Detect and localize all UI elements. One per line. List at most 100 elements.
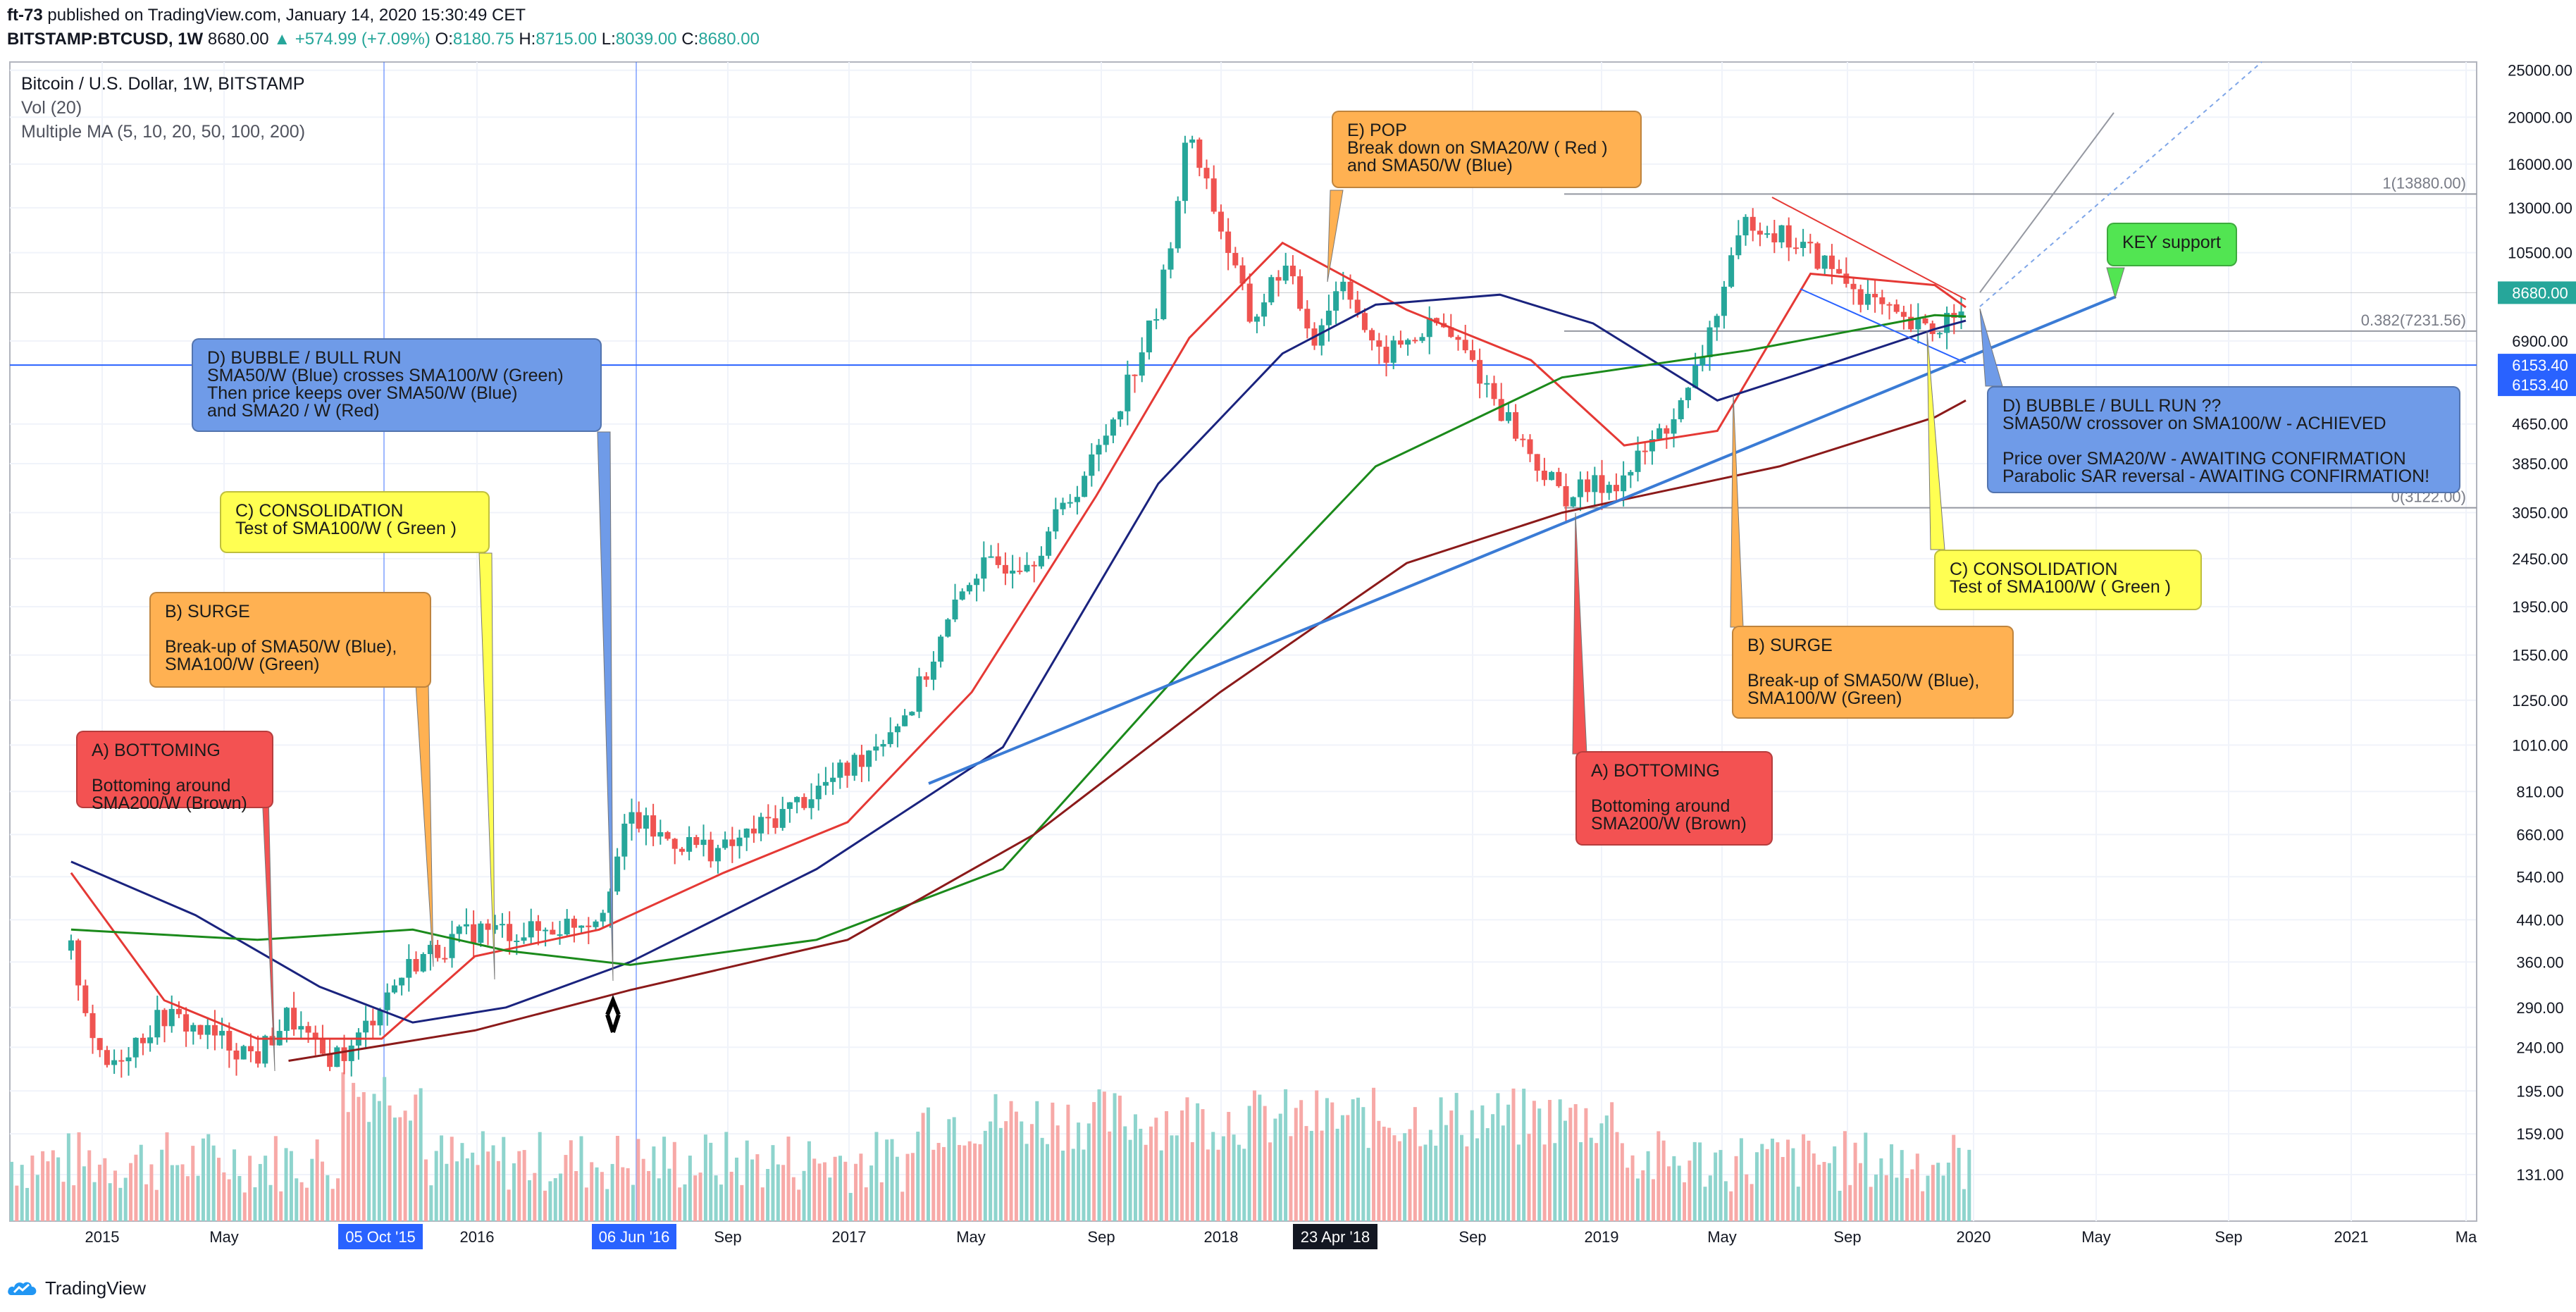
candle-body — [370, 1020, 376, 1026]
author-name[interactable]: ft-73 — [7, 6, 43, 25]
black-arrow-icon — [605, 994, 621, 1033]
x-tick-label: 2016 — [460, 1228, 495, 1246]
candle-body — [1728, 255, 1735, 287]
annotation-d1[interactable]: D) BUBBLE / BULL RUN SMA50/W (Blue) cros… — [192, 338, 602, 432]
volume-bar — [1812, 1153, 1816, 1221]
open-value: 8180.75 — [452, 30, 514, 49]
y-tick-label: 8680.00 — [2512, 284, 2568, 302]
volume-bar — [1729, 1191, 1733, 1221]
volume-bar — [103, 1158, 107, 1221]
volume-bar — [264, 1156, 268, 1221]
annotation-c2[interactable]: C) CONSOLIDATION Test of SMA100/W ( Gree… — [1934, 550, 2202, 610]
volume-bar — [1817, 1164, 1821, 1221]
volume-bar — [910, 1153, 915, 1221]
volume-bar — [1754, 1152, 1759, 1221]
candle-body — [1160, 269, 1167, 319]
volume-bar — [1579, 1141, 1583, 1221]
annotation-key[interactable]: KEY support — [2107, 223, 2237, 266]
candle-body — [406, 959, 412, 978]
candle-body — [1850, 283, 1857, 290]
volume-bar — [139, 1144, 143, 1221]
volume-bar — [1683, 1182, 1687, 1221]
y-tick-label: 159.00 — [2516, 1125, 2563, 1143]
candle-body — [1046, 531, 1052, 556]
volume-bar — [1496, 1093, 1500, 1221]
x-tick-label: May — [209, 1228, 239, 1246]
volume-bar — [1895, 1177, 1899, 1221]
volume-bar — [1201, 1109, 1205, 1221]
y-tick-label: 1250.00 — [2512, 692, 2568, 710]
volume-bar — [289, 1151, 293, 1221]
volume-bar — [108, 1183, 112, 1221]
volume-bar — [268, 1184, 273, 1221]
volume-bar — [1952, 1134, 1956, 1221]
candle-body — [887, 732, 893, 744]
candle-body — [305, 1026, 311, 1033]
candle-body — [1613, 485, 1619, 492]
annotation-d2[interactable]: D) BUBBLE / BULL RUN ?? SMA50/W crossove… — [1987, 386, 2460, 493]
volume-bar — [1900, 1150, 1904, 1221]
annotation-a1[interactable]: A) BOTTOMING Bottoming around SMA200/W (… — [76, 731, 273, 812]
volume-bar — [237, 1175, 242, 1221]
candle-body — [442, 958, 448, 960]
volume-bar — [952, 1117, 956, 1221]
publish-line: ft-73 published on TradingView.com, Janu… — [7, 6, 526, 25]
volume-bar — [615, 1135, 619, 1221]
x-tick-label: 2019 — [1585, 1228, 1619, 1246]
y-tick-label: 660.00 — [2516, 826, 2563, 843]
legend-title[interactable]: Bitcoin / U.S. Dollar, 1W, BITSTAMP — [21, 74, 305, 94]
annotation-c1[interactable]: C) CONSOLIDATION Test of SMA100/W ( Gree… — [220, 491, 490, 553]
candle-body — [923, 676, 929, 680]
ma-line-sma100w — [70, 314, 1967, 966]
volume-bar — [1434, 1145, 1438, 1221]
annotation-b1[interactable]: B) SURGE Break-up of SMA50/W (Blue), SMA… — [149, 592, 431, 688]
candle-body — [1103, 435, 1109, 445]
volume-bar — [123, 1177, 128, 1221]
candle-body — [1606, 485, 1612, 493]
footer-brand[interactable]: TradingView — [45, 1277, 147, 1299]
ohlc-line: BITSTAMP:BTCUSD, 1W 8680.00 ▲ +574.99 (+… — [7, 30, 760, 49]
candle-body — [1699, 357, 1706, 366]
legend-ma[interactable]: Multiple MA (5, 10, 20, 50, 100, 200) — [21, 122, 306, 142]
candle-body — [1053, 509, 1059, 532]
key-support-trendline — [928, 295, 2117, 785]
annotation-b2[interactable]: B) SURGE Break-up of SMA50/W (Blue), SMA… — [1732, 626, 2014, 719]
volume-bar — [56, 1157, 61, 1221]
projection-dashed — [1979, 61, 2262, 307]
volume-bar — [1294, 1108, 1298, 1221]
volume-bar — [797, 1189, 801, 1221]
volume-bar — [206, 1134, 211, 1221]
volume-bar — [1408, 1129, 1412, 1221]
volume-bar — [755, 1154, 760, 1221]
volume-bar — [341, 1072, 345, 1221]
candle-body — [650, 815, 657, 837]
candle-body — [1477, 359, 1483, 384]
volume-bar — [1626, 1168, 1630, 1221]
candle-body — [1944, 313, 1950, 333]
y-tick-label: 6153.40 — [2512, 357, 2568, 374]
volume-bar — [1460, 1134, 1463, 1221]
candle-body — [1807, 242, 1814, 244]
candle-body — [111, 1060, 118, 1065]
legend-vol[interactable]: Vol (20) — [21, 98, 82, 118]
annotation-e1[interactable]: E) POP Break down on SMA20/W ( Red ) and… — [1332, 111, 1642, 188]
volume-bar — [113, 1170, 117, 1221]
volume-bar — [1258, 1094, 1262, 1221]
candle-body — [664, 832, 671, 839]
candle-body — [974, 578, 980, 586]
volume-bar — [1926, 1175, 1930, 1221]
volume-bar — [1123, 1126, 1127, 1221]
annotation-a2[interactable]: A) BOTTOMING Bottoming around SMA200/W (… — [1575, 751, 1773, 846]
y-tick-label: 1010.00 — [2512, 736, 2568, 754]
volume-bar — [1102, 1091, 1106, 1221]
volume-bar — [10, 1161, 13, 1221]
volume-bar — [890, 1139, 894, 1221]
volume-bar — [1086, 1123, 1091, 1221]
volume-bar — [652, 1146, 656, 1221]
candle-body — [1929, 323, 1936, 335]
candle-body — [1024, 564, 1030, 571]
volume-bar — [1563, 1120, 1567, 1221]
symbol-label[interactable]: BITSTAMP:BTCUSD, 1W — [7, 30, 204, 49]
volume-bar — [1268, 1142, 1272, 1221]
volume-bar — [1253, 1090, 1256, 1221]
